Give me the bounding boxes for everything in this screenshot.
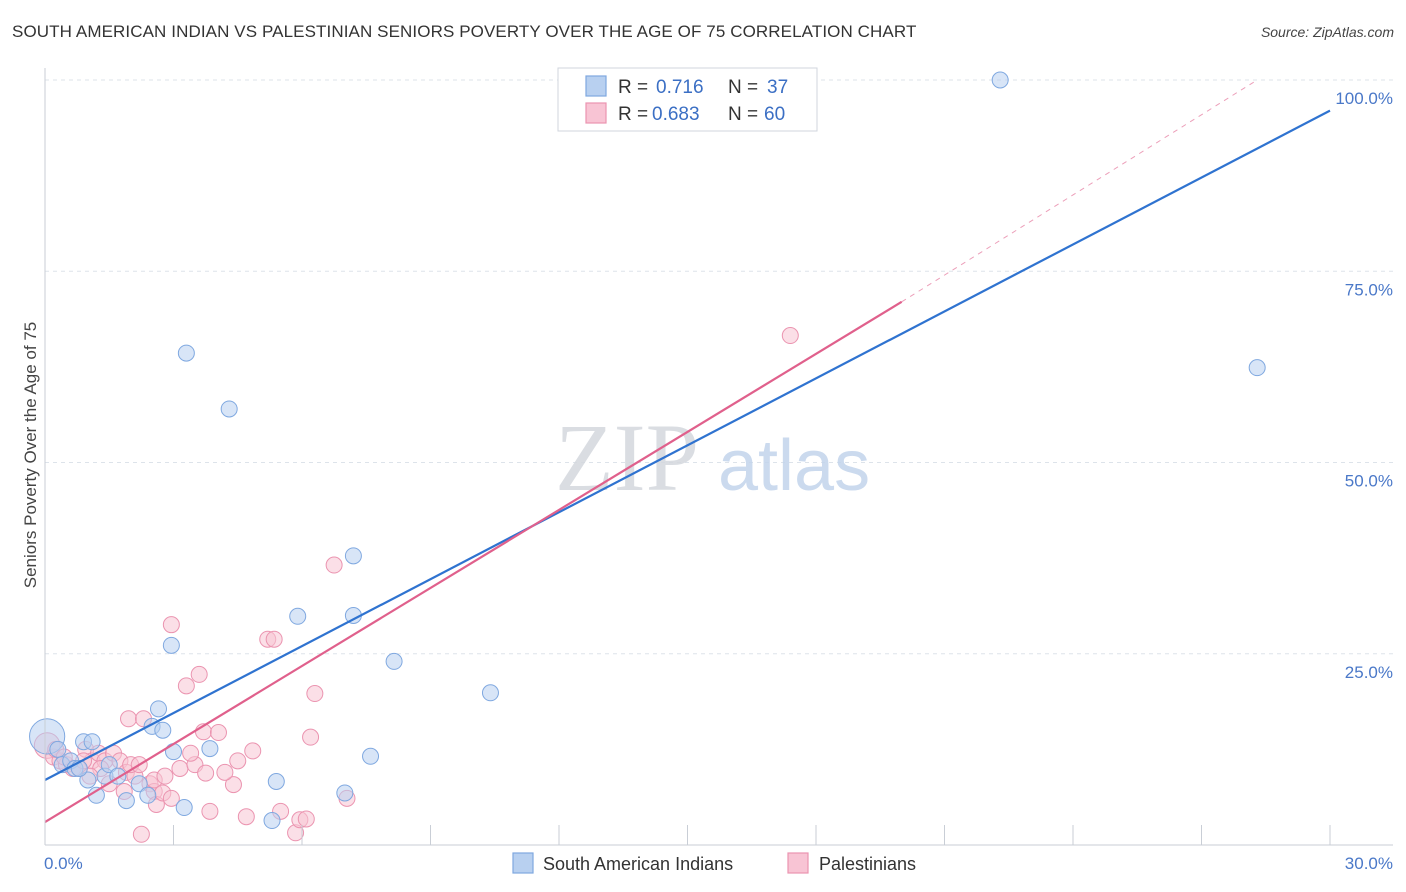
- blue-point-16: [165, 743, 182, 761]
- legend-swatch-pink: [585, 102, 607, 124]
- watermark-atlas: atlas: [718, 426, 870, 506]
- pink-point-40: [297, 810, 315, 828]
- y-tick-label-100: 100.0%: [1335, 89, 1393, 108]
- pink-point-52: [156, 767, 174, 785]
- y-tick-label-75: 75.0%: [1345, 280, 1393, 299]
- blue-point-18: [177, 344, 195, 362]
- blue-point-23: [267, 773, 285, 791]
- trend-lines: [44, 79, 1331, 823]
- blue-point-17: [162, 636, 180, 654]
- blue-point-24: [289, 607, 307, 625]
- axes: [44, 68, 1393, 846]
- blue-point-21: [220, 400, 238, 418]
- pink-point-34: [244, 742, 262, 760]
- legend-n-value-1: 37: [767, 77, 788, 98]
- blue-point-20: [201, 740, 219, 758]
- pink-point-28: [197, 764, 215, 782]
- pink-trend-line: [44, 300, 903, 823]
- blue-trend-line: [44, 109, 1331, 781]
- blue-point-15: [154, 721, 172, 739]
- pink-point-42: [306, 685, 324, 703]
- bottom-legend-palestinians: Palestinians: [819, 854, 916, 874]
- blue-point-14: [150, 700, 168, 718]
- x-tick-label-max: 30.0%: [1345, 854, 1393, 873]
- blue-point-33: [991, 71, 1009, 89]
- blue-point-1: [49, 740, 67, 758]
- y-tick-label-25: 25.0%: [1345, 663, 1393, 682]
- legend-n-value-2: 60: [764, 104, 785, 125]
- blue-point-10: [117, 792, 135, 810]
- bottom-legend-swatch-pink: [787, 852, 809, 874]
- legend-r-label-1: R =: [618, 77, 648, 98]
- pink-point-23: [171, 760, 189, 777]
- bottom-legend-swatch-blue: [512, 852, 534, 874]
- chart-source: Source: ZipAtlas.com: [1260, 24, 1394, 40]
- pink-point-21: [162, 616, 180, 634]
- pink-point-24: [177, 677, 195, 695]
- legend-r-value-2: 0.683: [652, 104, 700, 125]
- pink-point-26: [190, 665, 208, 683]
- legend-r-label-2: R =: [618, 104, 648, 125]
- blue-point-9: [100, 756, 118, 774]
- pink-point-22: [162, 789, 180, 807]
- blue-point-19: [175, 799, 193, 817]
- pink-point-41: [302, 728, 320, 746]
- pink-point-29: [201, 802, 219, 820]
- pink-point-46: [132, 825, 150, 843]
- blue-point-34: [1248, 359, 1266, 377]
- pink-point-30: [209, 724, 227, 742]
- legend-swatch-blue: [585, 75, 607, 97]
- bottom-legend-south-american-indians: South American Indians: [543, 854, 733, 874]
- pink-point-32: [229, 752, 247, 770]
- blue-point-26: [344, 547, 362, 565]
- correlation-legend: R = 0.716 N = 37 R = 0.683 N = 60: [557, 67, 818, 132]
- watermark-zip: ZIP: [555, 404, 699, 511]
- legend-n-label-1: N =: [728, 77, 758, 98]
- legend-r-value-1: 0.716: [656, 77, 704, 98]
- series-legend: South American Indians Palestinians: [512, 852, 916, 874]
- blue-point-25: [336, 784, 354, 802]
- blue-point-11: [130, 775, 148, 793]
- x-tick-label-min: 0.0%: [44, 854, 83, 873]
- pink-point-31: [224, 776, 242, 794]
- pink-point-45: [781, 327, 799, 345]
- y-axis-label: Seniors Poverty Over the Age of 75: [21, 322, 40, 588]
- chart-title: SOUTH AMERICAN INDIAN VS PALESTINIAN SEN…: [12, 22, 917, 41]
- blue-point-30: [481, 684, 499, 702]
- pink-point-13: [120, 710, 138, 728]
- blue-point-29: [385, 652, 403, 670]
- pink-point-53: [182, 744, 200, 762]
- pink-point-43: [325, 556, 343, 574]
- blue-point-6: [79, 771, 97, 789]
- y-tick-label-50: 50.0%: [1345, 472, 1393, 491]
- y-tick-labels: 25.0% 50.0% 75.0% 100.0%: [1335, 89, 1393, 682]
- pink-point-55: [216, 763, 234, 781]
- legend-n-label-2: N =: [728, 104, 758, 125]
- series-south-american-indians-points: [29, 71, 1266, 830]
- pink-trend-extension: [901, 79, 1258, 303]
- pink-point-33: [237, 808, 255, 826]
- blue-point-12: [139, 786, 157, 804]
- grid-layer: [45, 79, 1393, 655]
- watermark: ZIP atlas: [555, 404, 870, 511]
- blue-point-22: [263, 812, 281, 830]
- pink-point-36: [265, 630, 283, 648]
- blue-point-28: [362, 747, 380, 765]
- blue-point-31: [83, 733, 101, 751]
